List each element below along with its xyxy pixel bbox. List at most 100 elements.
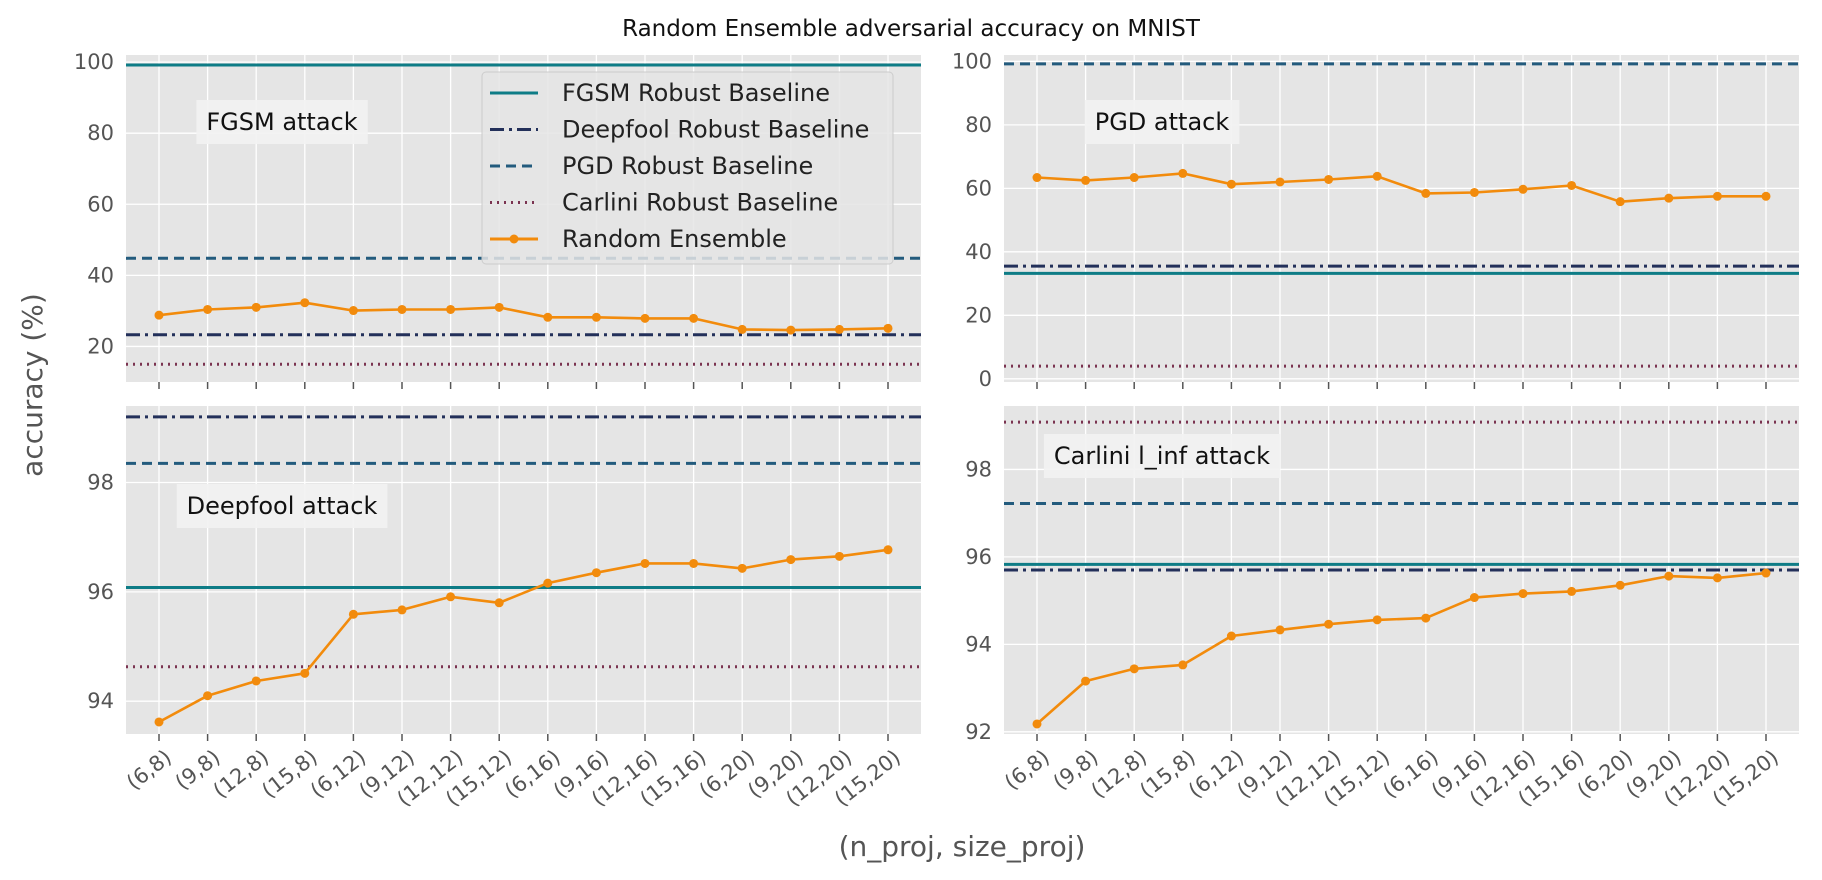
y-tick-label: 80 bbox=[965, 113, 992, 137]
ensemble-line bbox=[158, 301, 889, 332]
y-tick-label: 96 bbox=[965, 545, 992, 569]
ensemble-point bbox=[883, 323, 893, 333]
x-tick-label: (6,12) bbox=[306, 745, 371, 803]
ensemble-point bbox=[348, 306, 358, 316]
x-tick-label: (6,20) bbox=[695, 745, 760, 803]
legend-entry-deepfool: Deepfool Robust Baseline bbox=[490, 116, 869, 144]
y-tick-label: 20 bbox=[87, 334, 114, 358]
ensemble-point bbox=[446, 592, 456, 602]
panel-pgd: 0 20 40 60 80 100 PGD attack bbox=[952, 49, 1799, 391]
annotation-pgd: PGD attack bbox=[1084, 100, 1240, 144]
x-tick-label: (6,20) bbox=[1573, 745, 1638, 803]
ensemble-line bbox=[1036, 571, 1767, 725]
ensemble-point bbox=[251, 302, 261, 312]
legend-label: FGSM Robust Baseline bbox=[562, 79, 830, 107]
ensemble-point bbox=[1032, 719, 1042, 729]
ensemble-point bbox=[494, 302, 504, 312]
ensemble-point bbox=[640, 558, 650, 568]
ensemble-point bbox=[300, 668, 310, 678]
ensemble-point bbox=[1761, 568, 1771, 578]
y-tick-label: 20 bbox=[965, 303, 992, 327]
legend-entry-fgsm: FGSM Robust Baseline bbox=[490, 79, 830, 107]
ensemble-point bbox=[1372, 171, 1382, 181]
ensemble-point bbox=[1081, 676, 1091, 686]
ensemble-point bbox=[1469, 187, 1479, 197]
y-tick-label: 100 bbox=[952, 49, 992, 73]
y-tick-label: 40 bbox=[965, 240, 992, 264]
ensemble-point bbox=[494, 598, 504, 608]
annotation-label: Deepfool attack bbox=[187, 492, 378, 520]
y-tick-label: 0 bbox=[979, 367, 992, 391]
annotation-box bbox=[176, 484, 388, 528]
ensemble-point bbox=[1567, 180, 1577, 190]
panel-deepfool: 949698(6,8)(9,8)(12,8)(15,8)(6,12)(9,12)… bbox=[87, 406, 921, 811]
ensemble-point bbox=[1518, 184, 1528, 194]
ensemble-point bbox=[883, 545, 893, 555]
x-tick-label: (6,16) bbox=[500, 745, 565, 803]
annotation-label: PGD attack bbox=[1095, 108, 1230, 136]
ensemble-point bbox=[154, 717, 164, 727]
annotation-deepfool: Deepfool attack bbox=[176, 484, 388, 528]
ensemble-point bbox=[689, 313, 699, 323]
legend-entry-ensemble: Random Ensemble bbox=[490, 225, 787, 253]
x-axis-label: (n_proj, size_proj) bbox=[839, 830, 1086, 863]
ensemble-point bbox=[834, 551, 844, 561]
ensemble-point bbox=[446, 304, 456, 314]
ensemble-point bbox=[348, 609, 358, 619]
annotation-label: FGSM attack bbox=[206, 108, 357, 136]
legend-entry-carlini: Carlini Robust Baseline bbox=[490, 189, 838, 217]
ensemble-point bbox=[397, 304, 407, 314]
legend-label: Carlini Robust Baseline bbox=[562, 189, 838, 217]
ensemble-point bbox=[786, 325, 796, 335]
x-tick-label: (12,8) bbox=[1087, 745, 1152, 803]
ensemble-point bbox=[1129, 664, 1139, 674]
ensemble-point bbox=[543, 312, 553, 322]
ensemble-point bbox=[1615, 197, 1625, 207]
y-tick-label: 94 bbox=[965, 632, 992, 656]
legend-label: Deepfool Robust Baseline bbox=[562, 116, 869, 144]
ensemble-point bbox=[1761, 191, 1771, 201]
ensemble-point bbox=[154, 310, 164, 320]
ensemble-point bbox=[1324, 619, 1334, 629]
ensemble-point bbox=[640, 313, 650, 323]
ensemble-point bbox=[834, 324, 844, 334]
ensemble-point bbox=[203, 691, 213, 701]
annotation-box bbox=[196, 100, 368, 144]
ensemble-point bbox=[300, 298, 310, 308]
legend-label: Random Ensemble bbox=[562, 225, 787, 253]
ensemble-point bbox=[251, 676, 261, 686]
y-axis-label: accuracy (%) bbox=[16, 293, 49, 477]
y-tick-label: 98 bbox=[965, 457, 992, 481]
annotation-fgsm: FGSM attack bbox=[196, 100, 368, 144]
ensemble-point bbox=[203, 304, 213, 314]
y-tick-label: 60 bbox=[87, 192, 114, 216]
annotation-label: Carlini l_inf attack bbox=[1054, 442, 1270, 470]
ensemble-point bbox=[1032, 173, 1042, 183]
ensemble-point bbox=[786, 555, 796, 565]
ensemble-point bbox=[1712, 191, 1722, 201]
ensemble-point bbox=[1567, 586, 1577, 596]
x-tick-label: (12,8) bbox=[209, 745, 274, 803]
ensemble-line bbox=[158, 548, 889, 724]
chart-title: Random Ensemble adversarial accuracy on … bbox=[622, 16, 1201, 42]
ensemble-point bbox=[689, 558, 699, 568]
ensemble-point bbox=[1664, 571, 1674, 581]
legend-label: PGD Robust Baseline bbox=[562, 152, 813, 180]
y-tick-label: 100 bbox=[74, 50, 114, 74]
ensemble-point bbox=[1178, 168, 1188, 178]
ensemble-point bbox=[1178, 660, 1188, 670]
x-tick-label: (6,8) bbox=[1000, 745, 1054, 795]
annotation-box bbox=[1043, 434, 1281, 478]
y-tick-label: 94 bbox=[87, 689, 114, 713]
ensemble-point bbox=[737, 324, 747, 334]
x-tick-label: (6,12) bbox=[1184, 745, 1249, 803]
ensemble-point bbox=[543, 578, 553, 588]
y-tick-label: 96 bbox=[87, 580, 114, 604]
y-tick-label: 40 bbox=[87, 263, 114, 287]
y-tick-label: 60 bbox=[965, 176, 992, 200]
ensemble-point bbox=[591, 568, 601, 578]
panel-carlini: 92949698(6,8)(9,8)(12,8)(15,8)(6,12)(9,1… bbox=[965, 406, 1799, 811]
ensemble-point bbox=[591, 312, 601, 322]
y-tick-label: 80 bbox=[87, 121, 114, 145]
legend-swatch-marker bbox=[509, 234, 519, 244]
